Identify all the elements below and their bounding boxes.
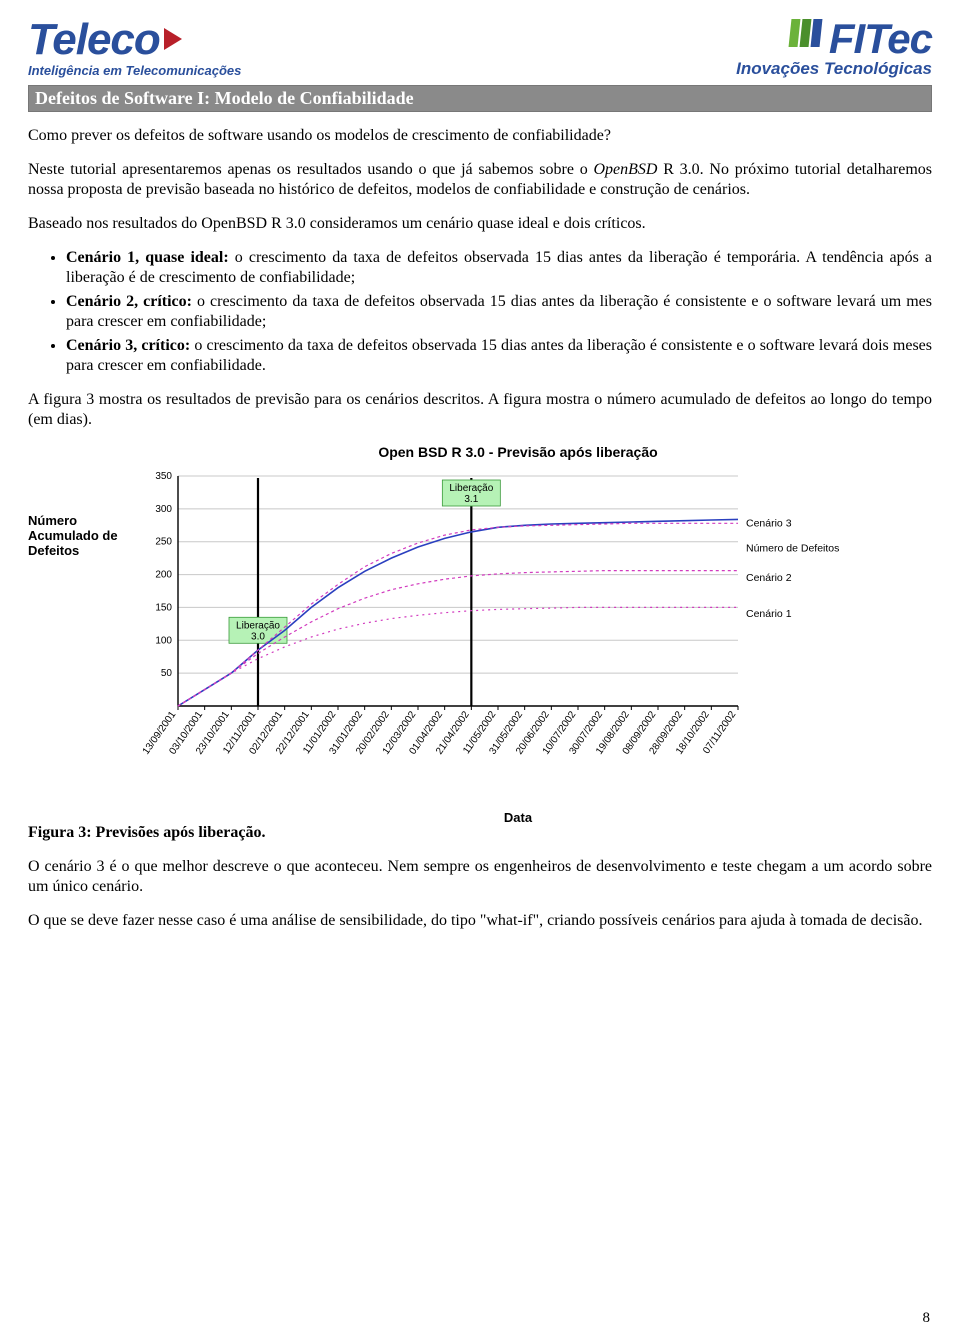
page-header: Teleco Inteligência em Telecomunicações … bbox=[28, 18, 932, 77]
scenario-3-text: o crescimento da taxa de defeitos observ… bbox=[66, 337, 932, 374]
intro-p2: Neste tutorial apresentaremos apenas os … bbox=[28, 160, 932, 200]
svg-text:Liberação: Liberação bbox=[236, 620, 280, 631]
svg-text:100: 100 bbox=[155, 635, 172, 646]
logo-teleco: Teleco Inteligência em Telecomunicações bbox=[28, 18, 241, 77]
arrow-icon bbox=[164, 28, 182, 50]
svg-text:50: 50 bbox=[161, 668, 173, 679]
intro-p1: Como prever os defeitos de software usan… bbox=[28, 126, 932, 146]
fitec-brand: FITec bbox=[829, 15, 932, 62]
para-after-scenarios: A figura 3 mostra os resultados de previ… bbox=[28, 390, 932, 430]
chart-plot: 5010015020025030035013/09/200103/10/2001… bbox=[138, 468, 898, 808]
section-banner: Defeitos de Software I: Modelo de Confia… bbox=[28, 85, 932, 112]
scenario-3-label: Cenário 3, crítico: bbox=[66, 337, 190, 354]
svg-text:200: 200 bbox=[155, 570, 172, 581]
chart-title: Open BSD R 3.0 - Previsão após liberação bbox=[138, 444, 898, 460]
svg-text:3.0: 3.0 bbox=[251, 631, 265, 642]
figure-3: Número Acumulado de Defeitos Open BSD R … bbox=[28, 444, 932, 825]
logo-fitec: FITec Inovações Tecnológicas bbox=[736, 18, 932, 77]
scenario-2-label: Cenário 2, crítico: bbox=[66, 293, 192, 310]
fitec-bars-icon bbox=[790, 19, 823, 51]
svg-text:250: 250 bbox=[155, 537, 172, 548]
teleco-brand: Teleco bbox=[28, 15, 160, 64]
scenario-list: Cenário 1, quase ideal: o crescimento da… bbox=[28, 248, 932, 376]
intro-p2-ital: OpenBSD bbox=[593, 161, 657, 178]
scenario-2: Cenário 2, crítico: o crescimento da tax… bbox=[66, 292, 932, 332]
fitec-tagline: Inovações Tecnológicas bbox=[736, 60, 932, 77]
figure-caption: Figura 3: Previsões após liberação. bbox=[28, 823, 932, 843]
scenario-2-text: o crescimento da taxa de defeitos observ… bbox=[66, 293, 932, 330]
svg-text:Liberação: Liberação bbox=[449, 483, 493, 494]
page-number: 8 bbox=[923, 1310, 931, 1327]
svg-text:Cenário 1: Cenário 1 bbox=[746, 608, 792, 620]
svg-text:3.1: 3.1 bbox=[464, 494, 478, 505]
svg-text:Cenário 2: Cenário 2 bbox=[746, 572, 792, 584]
svg-text:350: 350 bbox=[155, 471, 172, 482]
conclusion-p2: O que se deve fazer nesse caso é uma aná… bbox=[28, 911, 932, 931]
intro-p3: Baseado nos resultados do OpenBSD R 3.0 … bbox=[28, 214, 932, 234]
chart-x-axis-label: Data bbox=[138, 810, 898, 825]
scenario-3: Cenário 3, crítico: o crescimento da tax… bbox=[66, 336, 932, 376]
intro-p2-a: Neste tutorial apresentaremos apenas os … bbox=[28, 161, 593, 178]
scenario-1: Cenário 1, quase ideal: o crescimento da… bbox=[66, 248, 932, 288]
conclusion-p1: O cenário 3 é o que melhor descreve o qu… bbox=[28, 857, 932, 897]
svg-text:150: 150 bbox=[155, 602, 172, 613]
svg-text:300: 300 bbox=[155, 504, 172, 515]
svg-text:Cenário 3: Cenário 3 bbox=[746, 517, 792, 529]
chart-y-axis-label: Número Acumulado de Defeitos bbox=[28, 514, 128, 559]
scenario-1-label: Cenário 1, quase ideal: bbox=[66, 249, 229, 266]
svg-text:Número de Defeitos: Número de Defeitos bbox=[746, 542, 839, 554]
teleco-tagline: Inteligência em Telecomunicações bbox=[28, 64, 241, 77]
